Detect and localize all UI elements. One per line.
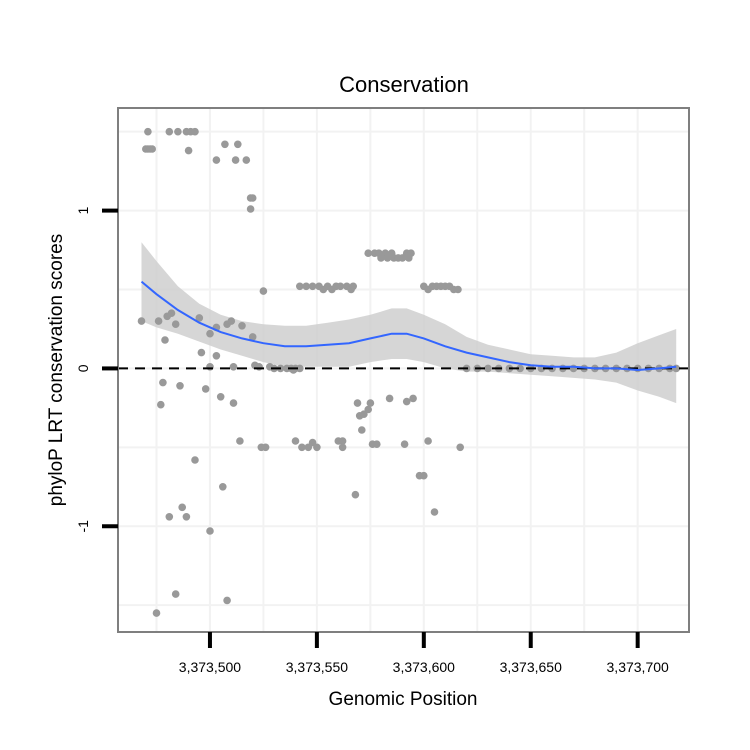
data-point [178,503,186,512]
data-point [174,127,182,136]
panel [117,107,690,633]
data-point [405,254,413,262]
x-axis-label: Genomic Position [329,689,478,710]
data-point [182,513,191,521]
data-point [336,282,345,291]
data-point [176,382,184,390]
data-point [385,394,394,403]
data-point [409,394,417,403]
data-point [201,385,210,393]
data-point [364,249,373,257]
data-point [259,287,268,295]
data-point [191,127,199,136]
data-point [291,437,300,445]
data-point [289,366,298,374]
data-point [157,400,165,409]
y-axis: -1 0 1 [75,206,118,533]
y-tick-label: 0 [75,364,91,372]
data-point [238,322,246,330]
data-point [255,363,263,371]
data-point [484,364,492,373]
data-point [366,399,375,407]
data-point [206,363,214,371]
data-point [216,393,225,401]
data-point [454,285,462,294]
data-point [424,437,432,445]
data-point [212,352,221,360]
data-point [197,348,206,357]
x-tick-label: 3,373,550 [286,659,348,675]
data-point [171,590,180,598]
data-point [227,317,236,325]
data-point [302,282,311,291]
data-point [298,443,306,452]
data-point [420,471,428,480]
data-point [430,508,439,516]
data-point [148,145,156,153]
data-point [400,440,409,449]
data-point [234,140,242,149]
data-point [206,527,214,535]
confidence-ribbon [141,242,677,404]
data-point [402,397,411,406]
x-tick-label: 3,373,700 [607,659,669,675]
data-point [349,282,358,291]
data-point [569,364,578,373]
data-point [167,309,176,318]
data-point [191,456,199,464]
data-point [229,363,238,371]
data-point [373,440,381,449]
data-point [212,156,221,164]
data-point [248,194,257,202]
data-point [165,127,174,136]
data-point [154,317,163,325]
data-point [184,146,193,155]
data-point [144,127,152,136]
data-point [296,364,304,373]
chart-title: Conservation [339,72,469,97]
data-point [219,483,227,491]
data-point [231,156,240,164]
data-point [159,378,167,387]
data-point [261,443,270,452]
data-point [248,333,257,341]
data-point [672,364,680,373]
data-point [223,596,231,605]
x-tick-label: 3,373,600 [393,659,455,675]
data-point [206,329,214,338]
data-point [165,513,174,521]
data-point [161,336,169,344]
data-point [171,320,180,329]
data-point [195,314,204,322]
x-tick-label: 3,373,500 [179,659,241,675]
loess-smooth-line [140,280,677,372]
data-point [296,282,304,291]
x-tick-label: 3,373,650 [500,659,562,675]
data-point [242,156,251,164]
data-point [358,426,366,434]
data-point [338,443,347,452]
data-point [236,437,244,445]
data-point [229,399,238,407]
y-tick-label: 1 [75,206,91,214]
y-axis-label: phyloP LRT conservation scores [46,234,67,507]
data-point [137,317,146,325]
data-point [516,364,524,373]
data-point [456,443,465,452]
y-tick-label: -1 [75,520,91,533]
data-point [338,437,347,445]
data-point [246,205,255,213]
data-point [313,443,321,452]
data-point [221,140,229,149]
data-point [152,609,161,617]
data-point [364,405,373,414]
data-point [351,490,360,499]
x-axis: 3,373,500 3,373,550 3,373,600 3,373,650 3,37… [179,632,669,675]
data-point [308,282,317,291]
data-point [353,399,362,407]
